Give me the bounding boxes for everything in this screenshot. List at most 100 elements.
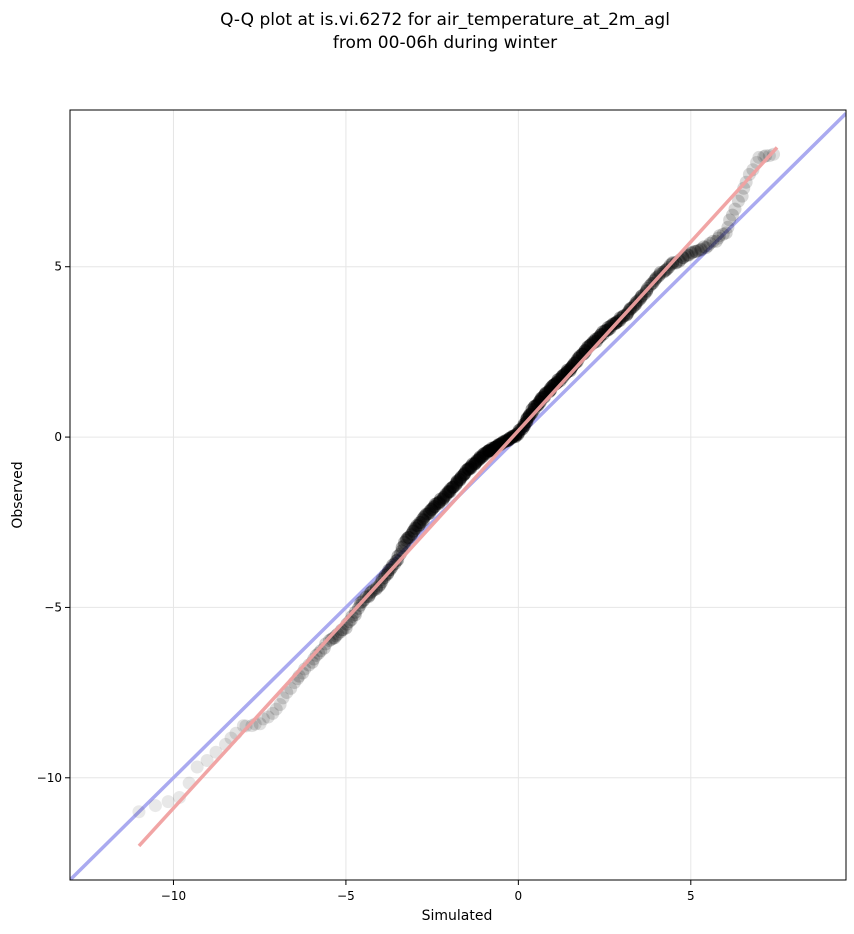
plot-area: [70, 112, 846, 880]
qq-point: [426, 501, 440, 515]
qq-point: [416, 513, 430, 527]
qq-point: [432, 496, 446, 510]
qq-point: [404, 528, 418, 542]
qq-point: [711, 231, 725, 245]
qq-point: [450, 475, 464, 489]
qq-point: [475, 450, 489, 464]
qq-point: [716, 227, 730, 241]
qq-point: [442, 484, 456, 498]
qq-point: [596, 327, 610, 341]
qq-point: [523, 408, 537, 422]
qq-point: [132, 805, 146, 819]
qq-point: [421, 507, 435, 521]
qq-point: [689, 244, 703, 258]
qq-point: [348, 605, 362, 619]
qq-point: [600, 324, 614, 338]
x-tick-label: 0: [515, 889, 523, 903]
qq-point: [464, 461, 478, 475]
qq-point: [399, 533, 413, 547]
chart-title-line-1: Q-Q plot at is.vi.6272 for air_temperatu…: [220, 10, 670, 30]
chart-title-line-2: from 00-06h during winter: [333, 33, 557, 53]
qq-point: [314, 644, 328, 658]
qq-point: [468, 457, 482, 471]
qq-point: [603, 319, 617, 333]
qq-point: [485, 441, 499, 455]
qq-point: [312, 646, 326, 660]
qq-point: [589, 334, 603, 348]
qq-point: [709, 234, 723, 248]
y-tick-label: −10: [37, 771, 62, 785]
qq-point: [456, 468, 470, 482]
qq-point: [699, 241, 713, 255]
qq-point: [462, 462, 476, 476]
qq-point: [386, 558, 400, 572]
qq-point: [450, 474, 464, 488]
qq-point: [454, 471, 468, 485]
qq-point: [401, 530, 415, 544]
qq-point: [466, 457, 480, 471]
qq-point: [470, 453, 484, 467]
qq-point: [439, 489, 453, 503]
qq-point: [484, 444, 498, 458]
qq-point: [458, 466, 472, 480]
qq-point: [746, 163, 760, 177]
qq-point: [261, 710, 275, 724]
qq-point: [322, 634, 336, 648]
x-tick-label: −5: [337, 889, 355, 903]
axis-ticks: −10 −5 0 5 −10 −5 0 5: [37, 260, 695, 903]
qq-point: [269, 702, 283, 716]
qq-point: [706, 234, 720, 248]
qq-point: [472, 453, 486, 467]
qq-point: [527, 403, 541, 417]
qq-point: [445, 480, 459, 494]
qq-point: [424, 502, 438, 516]
qq-point: [413, 518, 427, 532]
qq-point: [688, 244, 702, 258]
qq-point: [253, 717, 267, 731]
qq-point: [752, 150, 766, 164]
qq-point: [439, 487, 453, 501]
qq-point: [522, 409, 536, 423]
qq-point: [190, 760, 204, 774]
qq-point: [414, 515, 428, 529]
qq-point: [397, 539, 411, 553]
qq-point: [410, 519, 424, 533]
y-axis-label: Observed: [10, 461, 26, 528]
qq-point: [511, 428, 525, 442]
qq-point: [482, 444, 496, 458]
x-tick-label: 5: [687, 889, 695, 903]
qq-point: [481, 444, 495, 458]
qq-point: [400, 532, 414, 546]
qq-point: [735, 189, 749, 203]
qq-point: [458, 467, 472, 481]
qq-point: [478, 446, 492, 460]
qq-point: [200, 753, 214, 767]
qq-point: [479, 447, 493, 461]
qq-point: [604, 319, 618, 333]
qq-point: [407, 524, 421, 538]
qq-point: [408, 521, 422, 535]
qq-point: [436, 491, 450, 505]
qq-point: [470, 455, 484, 469]
qq-point: [161, 795, 175, 809]
qq-point: [480, 445, 494, 459]
qq-point: [680, 248, 694, 262]
qq-point: [406, 525, 420, 539]
qq-point: [428, 497, 442, 511]
qq-point: [416, 512, 430, 526]
qq-point: [398, 535, 412, 549]
qq-point: [436, 493, 450, 507]
qq-point: [266, 706, 280, 720]
qq-point: [563, 364, 577, 378]
qq-point: [476, 448, 490, 462]
qq-point: [405, 527, 419, 541]
qq-point: [427, 500, 441, 514]
x-axis-label: Simulated: [422, 908, 493, 924]
qq-point: [684, 246, 698, 260]
qq-point: [324, 632, 338, 646]
qq-point: [276, 691, 290, 705]
y-tick-label: −5: [44, 600, 62, 614]
qq-point: [423, 506, 437, 520]
qq-point: [411, 519, 425, 533]
qq-point: [432, 495, 446, 509]
